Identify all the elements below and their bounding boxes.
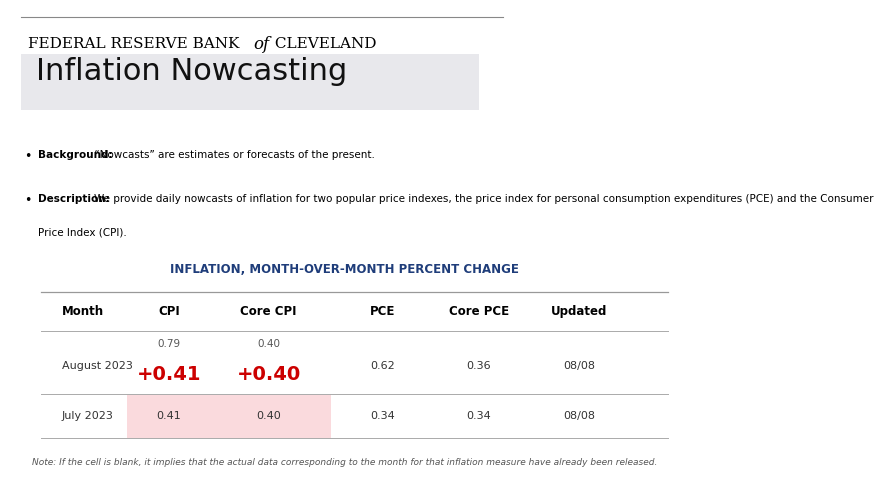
Text: FEDERAL RESERVE BANK: FEDERAL RESERVE BANK [27,37,244,51]
Text: Updated: Updated [551,305,607,318]
Text: 0.40: 0.40 [257,339,280,349]
Text: 08/08: 08/08 [563,411,595,421]
Text: PCE: PCE [370,305,395,318]
FancyBboxPatch shape [128,395,331,438]
Text: Month: Month [62,305,104,318]
Text: Description:: Description: [38,194,110,204]
Text: +0.41: +0.41 [136,365,201,384]
Text: “Nowcasts” are estimates or forecasts of the present.: “Nowcasts” are estimates or forecasts of… [91,150,375,160]
Text: 0.34: 0.34 [370,411,395,421]
Text: CPI: CPI [158,305,180,318]
Text: 0.41: 0.41 [157,411,181,421]
Text: August 2023: August 2023 [62,361,133,371]
Text: 0.62: 0.62 [370,361,395,371]
Text: Core CPI: Core CPI [240,305,297,318]
FancyBboxPatch shape [20,54,479,110]
Text: 0.36: 0.36 [466,361,491,371]
Text: 0.34: 0.34 [466,411,491,421]
Text: 0.79: 0.79 [158,339,180,349]
Text: CLEVELAND: CLEVELAND [270,37,377,51]
Text: Core PCE: Core PCE [449,305,509,318]
Text: Price Index (CPI).: Price Index (CPI). [38,227,127,237]
Text: 0.40: 0.40 [256,411,281,421]
Text: of: of [253,36,269,53]
Text: We provide daily nowcasts of inflation for two popular price indexes, the price : We provide daily nowcasts of inflation f… [94,194,874,204]
Text: +0.40: +0.40 [237,365,301,384]
Text: •: • [24,194,32,207]
Text: Note: If the cell is blank, it implies that the actual data corresponding to the: Note: If the cell is blank, it implies t… [32,458,657,467]
Text: Background:: Background: [38,150,113,160]
Text: Inflation Nowcasting: Inflation Nowcasting [36,57,347,86]
Text: 08/08: 08/08 [563,361,595,371]
Text: INFLATION, MONTH-OVER-MONTH PERCENT CHANGE: INFLATION, MONTH-OVER-MONTH PERCENT CHAN… [170,263,519,275]
Text: •: • [24,150,32,163]
Text: July 2023: July 2023 [62,411,114,421]
